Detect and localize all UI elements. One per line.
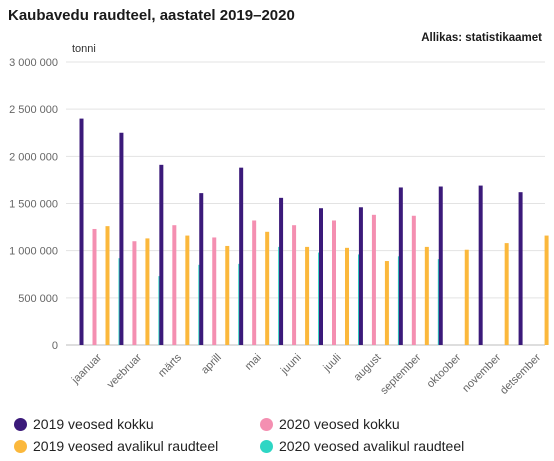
bar — [504, 243, 509, 345]
bar — [225, 245, 230, 345]
source-note: Allikas: statistikaamet — [421, 32, 542, 44]
bar — [252, 220, 257, 345]
x-tick-label: juuli — [321, 352, 344, 375]
bars — [79, 118, 549, 345]
legend-label: 2020 veosed kokku — [279, 416, 400, 432]
bar — [185, 235, 190, 345]
y-tick-label: 0 — [52, 340, 58, 352]
bar — [292, 225, 297, 345]
bar — [332, 220, 336, 345]
y-axis-unit-label: tonni — [72, 43, 96, 55]
bar — [199, 193, 204, 345]
y-tick-label: 1 500 000 — [9, 199, 58, 211]
bar — [92, 228, 97, 345]
bar — [319, 208, 323, 345]
x-tick-label: veebruar — [105, 351, 144, 390]
legend-swatch — [260, 439, 273, 453]
bar — [411, 215, 416, 345]
legend-item: 2019 veosed avalikul raudteel — [14, 438, 218, 454]
y-tick-label: 3 000 000 — [9, 57, 58, 69]
chart-legend: 2019 veosed kokku 2020 veosed kokku 2019 v… — [14, 416, 544, 458]
legend-label: 2020 veosed avalikul raudteel — [279, 438, 465, 454]
bar — [544, 235, 549, 345]
bar — [79, 118, 84, 345]
bar — [105, 226, 110, 345]
legend-item: 2020 veosed kokku — [260, 416, 400, 432]
legend-item: 2019 veosed kokku — [14, 416, 154, 432]
bar-chart: 0 500 000 1 000 000 1 500 000 2 000 000 2 500… — [9, 57, 549, 397]
legend-swatch — [14, 439, 27, 453]
bar — [438, 186, 443, 345]
y-tick-label: 2 500 000 — [9, 104, 58, 116]
bar — [345, 247, 349, 345]
legend-swatch — [260, 417, 273, 431]
legend-label: 2019 veosed kokku — [33, 416, 154, 432]
x-tick-label: august — [352, 352, 384, 384]
bar — [279, 197, 284, 345]
y-tick-label: 2 000 000 — [9, 151, 58, 163]
x-tick-label: september — [378, 351, 423, 396]
bar — [265, 231, 270, 345]
x-tick-label: aprill — [199, 352, 224, 377]
bar — [371, 214, 376, 345]
x-tick-label: märts — [156, 351, 184, 379]
x-tick-label: oktoober — [425, 351, 464, 390]
legend-swatch — [14, 417, 27, 431]
bar — [239, 167, 244, 345]
y-tick-label: 500 000 — [18, 293, 58, 305]
bar — [358, 207, 363, 345]
chart-title: Kaubavedu raudteel, aastatel 2019–2020 — [8, 7, 295, 24]
bar — [159, 164, 164, 345]
bar — [145, 238, 150, 345]
y-tick-label: 1 000 000 — [9, 246, 58, 258]
x-axis-ticks: jaanuar veebruar märts aprill mai juuni juuli a… — [69, 351, 543, 397]
y-axis-ticks: 0 500 000 1 000 000 1 500 000 2 000 000 2 500… — [9, 57, 58, 352]
bar — [119, 132, 124, 345]
bar — [424, 246, 429, 345]
x-tick-label: detsember — [498, 351, 543, 396]
x-tick-label: jaanuar — [69, 351, 104, 386]
legend-label: 2019 veosed avalikul raudteel — [33, 438, 219, 454]
bar — [398, 187, 403, 345]
bar — [305, 246, 310, 345]
bar — [132, 241, 137, 345]
bar — [478, 185, 483, 345]
bar — [172, 225, 177, 345]
bar — [384, 261, 389, 345]
x-tick-label: mai — [243, 352, 264, 373]
legend-item: 2020 veosed avalikul raudteel — [260, 438, 464, 454]
bar — [464, 249, 469, 345]
x-tick-label: juuni — [278, 352, 304, 378]
bar — [518, 192, 523, 345]
bar — [212, 237, 217, 345]
